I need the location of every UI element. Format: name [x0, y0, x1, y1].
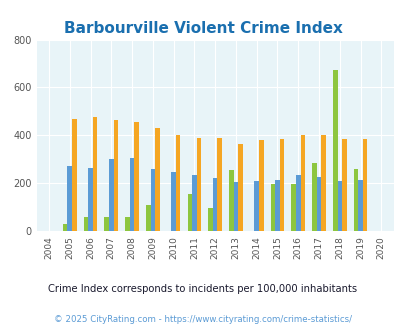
- Bar: [320, 135, 325, 231]
- Bar: [63, 224, 67, 231]
- Bar: [93, 117, 97, 231]
- Text: Crime Index corresponds to incidents per 100,000 inhabitants: Crime Index corresponds to incidents per…: [48, 284, 357, 294]
- Bar: [238, 144, 242, 231]
- Bar: [155, 128, 159, 231]
- Bar: [228, 170, 233, 231]
- Bar: [171, 172, 175, 231]
- Bar: [358, 180, 362, 231]
- Bar: [134, 122, 139, 231]
- Bar: [362, 139, 367, 231]
- Bar: [208, 208, 212, 231]
- Bar: [353, 169, 358, 231]
- Bar: [254, 181, 258, 231]
- Bar: [146, 205, 150, 231]
- Bar: [104, 217, 109, 231]
- Bar: [258, 140, 263, 231]
- Bar: [341, 139, 346, 231]
- Bar: [212, 178, 217, 231]
- Bar: [125, 217, 130, 231]
- Bar: [130, 158, 134, 231]
- Bar: [150, 169, 155, 231]
- Bar: [311, 163, 316, 231]
- Bar: [233, 182, 238, 231]
- Bar: [192, 175, 196, 231]
- Bar: [316, 177, 320, 231]
- Text: Barbourville Violent Crime Index: Barbourville Violent Crime Index: [64, 21, 341, 36]
- Bar: [337, 181, 341, 231]
- Bar: [270, 184, 275, 231]
- Bar: [300, 135, 305, 231]
- Bar: [279, 139, 283, 231]
- Bar: [113, 120, 118, 231]
- Bar: [83, 217, 88, 231]
- Bar: [67, 166, 72, 231]
- Bar: [291, 184, 295, 231]
- Bar: [175, 135, 180, 231]
- Bar: [217, 138, 222, 231]
- Text: © 2025 CityRating.com - https://www.cityrating.com/crime-statistics/: © 2025 CityRating.com - https://www.city…: [54, 315, 351, 324]
- Bar: [187, 194, 192, 231]
- Bar: [332, 70, 337, 231]
- Bar: [295, 175, 300, 231]
- Bar: [196, 138, 201, 231]
- Bar: [88, 168, 93, 231]
- Bar: [275, 180, 279, 231]
- Bar: [109, 159, 113, 231]
- Bar: [72, 118, 77, 231]
